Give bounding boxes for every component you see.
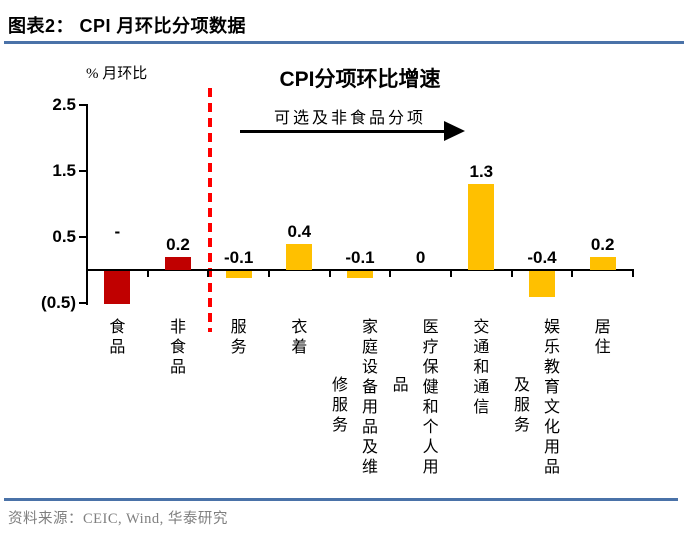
y-axis-tick-label: 0.5 <box>52 227 76 246</box>
bar-value-label: 0 <box>415 248 426 267</box>
y-axis-tick-label: (0.5) <box>41 293 76 312</box>
header-rule <box>4 41 684 44</box>
bar-value-label: -0.1 <box>345 248 375 267</box>
bar <box>468 184 495 270</box>
x-axis-label: 服务 <box>230 319 247 356</box>
bar-value-label: - <box>114 222 121 241</box>
bar-value-label: 0.4 <box>287 221 312 241</box>
x-axis-label: 家庭设备用品及维 <box>361 319 378 476</box>
figure-caption: 图表2： CPI 月环比分项数据 <box>8 16 247 36</box>
x-axis-label: 食品 <box>109 319 126 356</box>
bar-value-label: 0.2 <box>166 234 190 254</box>
chart-title: CPI分项环比增速 <box>279 68 441 91</box>
bar-value-label: -0.1 <box>224 248 254 267</box>
x-axis-tick <box>450 271 452 277</box>
y-axis-tick <box>79 236 86 238</box>
y-axis <box>86 104 88 305</box>
x-axis-label: 修服务 <box>331 377 348 434</box>
x-axis-label: 医疗保健和个人用 <box>422 319 439 476</box>
y-axis-tick-label: 1.5 <box>52 161 76 180</box>
x-axis-tick <box>571 271 574 277</box>
y-axis-tick <box>79 302 86 304</box>
x-axis <box>86 269 634 271</box>
bar <box>104 271 131 304</box>
bar <box>225 271 252 278</box>
source-note: 资料来源：CEIC, Wind, 华泰研究 <box>8 511 228 527</box>
x-axis-label: 品 <box>392 377 409 394</box>
right-arrow-line <box>240 130 446 133</box>
bar-value-label: -0.4 <box>527 248 557 267</box>
y-axis-tick <box>79 104 86 106</box>
x-axis-tick <box>268 271 270 277</box>
bar <box>529 271 555 298</box>
x-axis-label: 及服务 <box>513 377 530 434</box>
x-axis-label: 娱乐教育文化用品 <box>543 319 560 476</box>
bar <box>347 271 373 278</box>
x-axis-tick <box>146 271 149 277</box>
y-axis-unit-label: % 月环比 <box>86 66 148 82</box>
bar <box>589 256 616 270</box>
x-axis-tick <box>389 271 392 277</box>
x-axis-label: 居住 <box>594 319 611 356</box>
bar <box>165 256 191 270</box>
annotation-label: 可选及非食品分项 <box>273 110 426 127</box>
x-axis-tick <box>510 271 513 277</box>
x-axis-tick <box>207 271 210 277</box>
footer-rule <box>4 498 678 501</box>
x-axis-tick <box>632 271 634 277</box>
x-axis-label: 非食品 <box>169 319 186 376</box>
y-axis-tick <box>79 170 86 172</box>
x-axis-label: 交通和通信 <box>473 319 490 416</box>
bar-value-label: 0.2 <box>590 234 615 254</box>
separator-dashed-line <box>208 88 212 332</box>
right-arrow-icon <box>444 121 465 141</box>
x-axis-tick <box>328 271 331 277</box>
x-axis-label: 衣着 <box>291 319 308 356</box>
y-axis-tick-label: 2.5 <box>52 95 76 114</box>
bar-value-label: 1.3 <box>469 162 494 182</box>
bar <box>286 243 313 270</box>
